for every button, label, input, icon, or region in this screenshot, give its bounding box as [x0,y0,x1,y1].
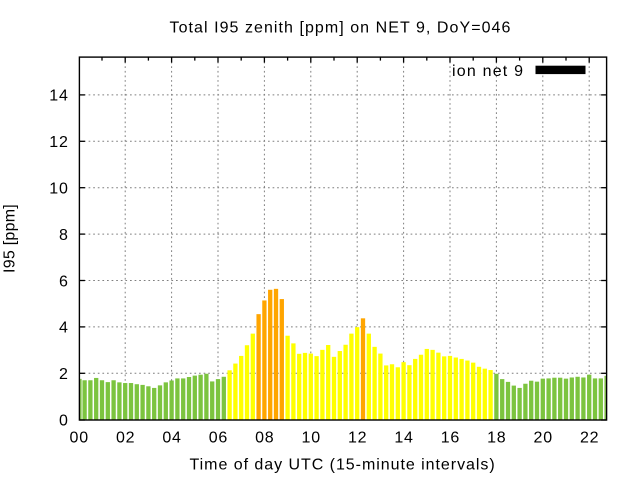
svg-text:04: 04 [162,430,181,447]
svg-text:14: 14 [49,88,68,105]
svg-text:18: 18 [487,430,506,447]
svg-text:16: 16 [441,430,460,447]
svg-text:20: 20 [534,430,553,447]
svg-text:12: 12 [348,430,367,447]
svg-text:14: 14 [394,430,413,447]
svg-text:08: 08 [255,430,274,447]
svg-text:Time of day UTC (15-minute int: Time of day UTC (15-minute intervals) [190,457,496,474]
svg-text:00: 00 [70,430,89,447]
svg-text:22: 22 [580,430,599,447]
svg-text:10: 10 [302,430,321,447]
svg-text:10: 10 [49,181,68,198]
svg-text:4: 4 [59,320,69,337]
svg-text:ion net 9: ion net 9 [452,63,524,80]
svg-text:I95 [ppm]: I95 [ppm] [1,204,18,273]
svg-text:2: 2 [59,366,69,383]
svg-text:0: 0 [59,413,69,430]
svg-text:02: 02 [116,430,135,447]
svg-text:Total I95 zenith [ppm] on NET: Total I95 zenith [ppm] on NET 9, DoY=046 [170,19,512,36]
svg-text:06: 06 [209,430,228,447]
svg-text:8: 8 [59,227,69,244]
svg-text:6: 6 [59,273,69,290]
svg-text:12: 12 [49,134,68,151]
